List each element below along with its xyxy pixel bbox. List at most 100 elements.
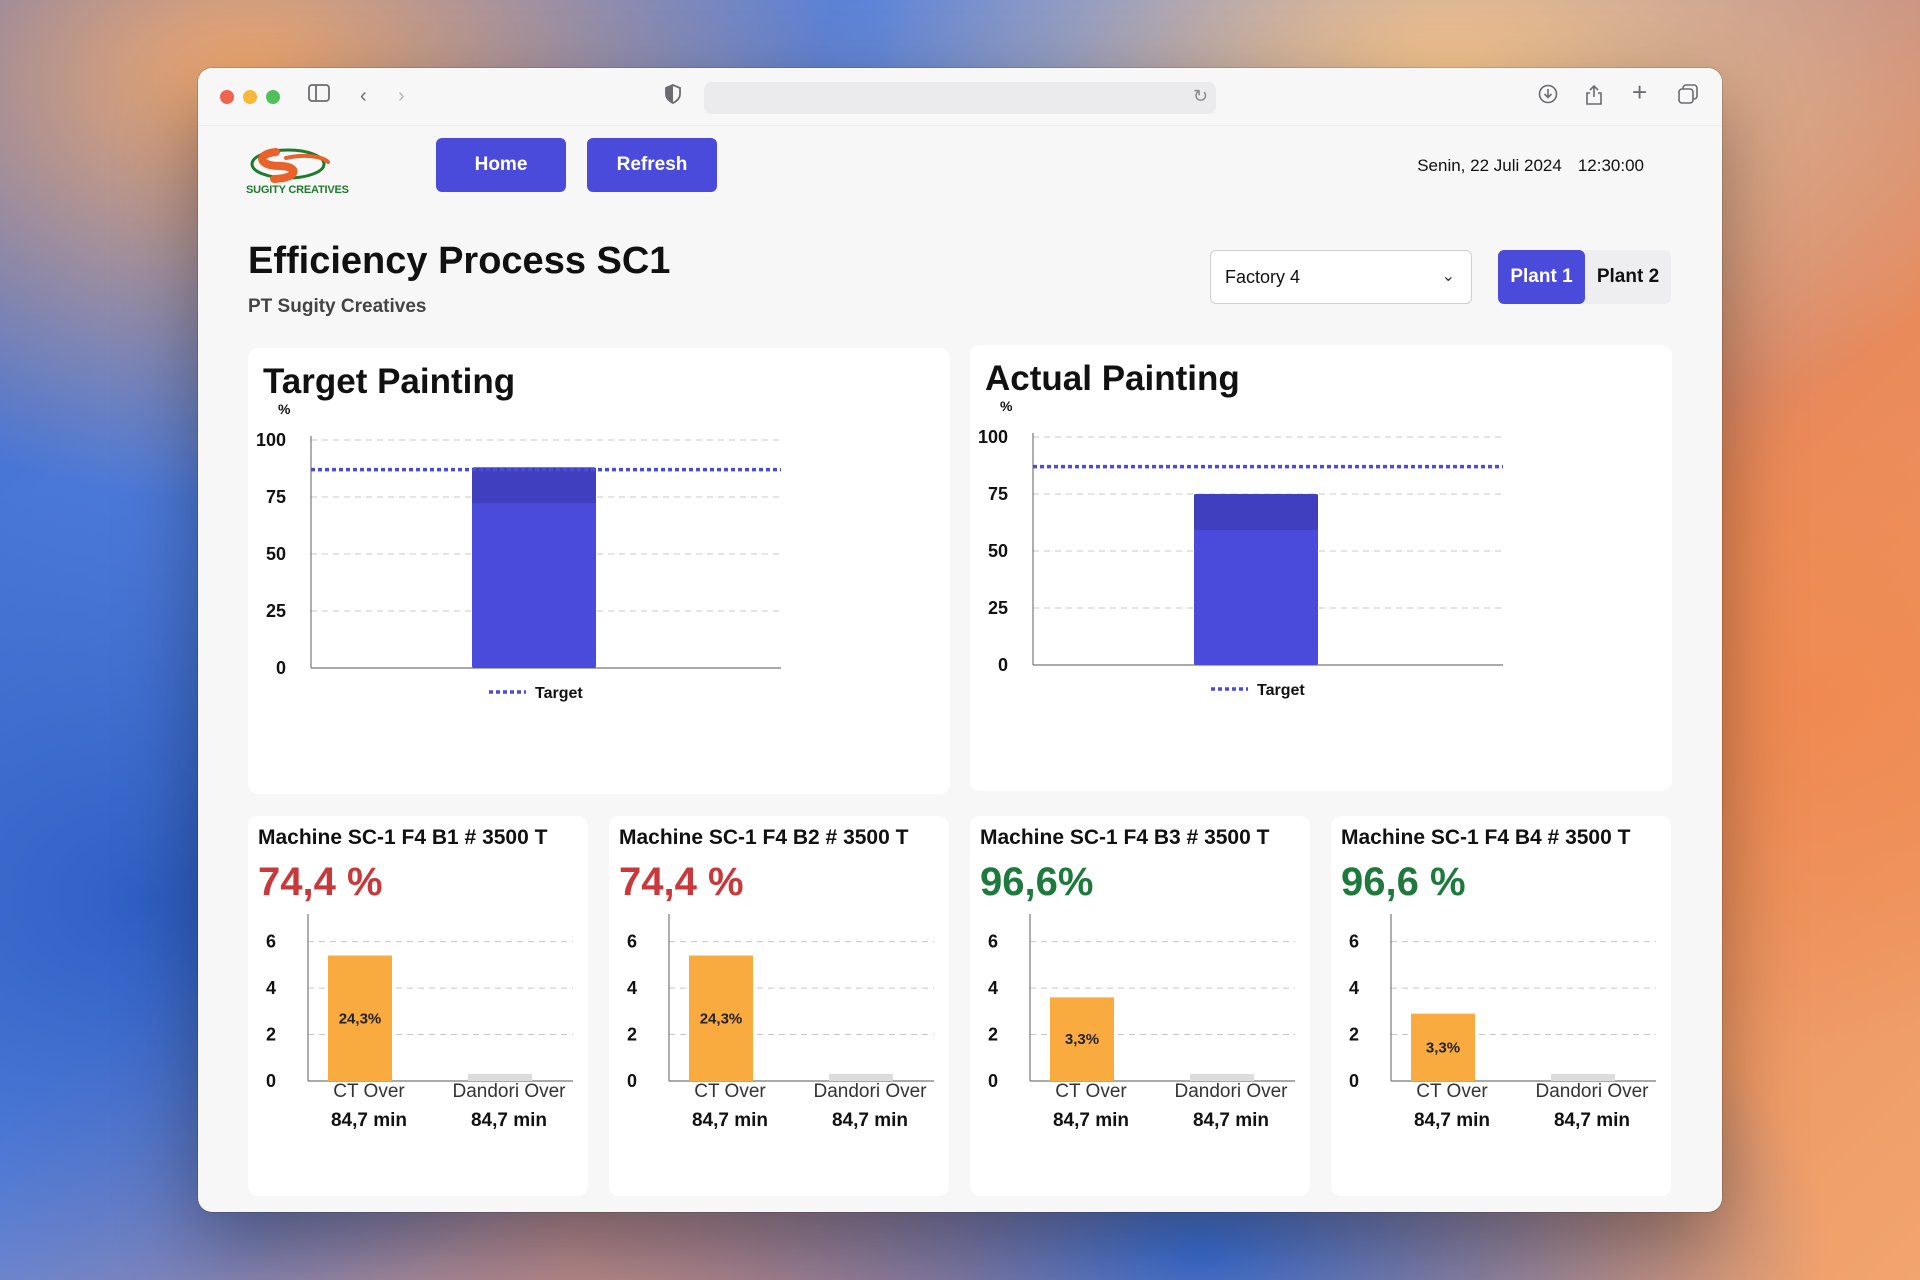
chevron-down-icon: ⌄ (1441, 268, 1455, 285)
ct-over-duration: 84,7 min (691, 1110, 769, 1131)
y-tick-label: 2 (266, 1025, 276, 1045)
y-tick-label: 50 (266, 544, 286, 564)
ct-over-label: CT Over (694, 1081, 766, 1102)
dandori-over-bar (1190, 1074, 1254, 1081)
bar-cap (1194, 494, 1318, 530)
machine-title: Machine SC-1 F4 B3 # 3500 T (980, 826, 1270, 849)
y-tick-label: 100 (256, 430, 286, 450)
ct-over-label: CT Over (1416, 1081, 1488, 1102)
y-axis-unit: % (1000, 398, 1013, 414)
y-tick-label: 0 (998, 655, 1008, 675)
machine-card-b1: Machine SC-1 F4 B1 # 3500 T 74,4 % 0 2 4 6 2… (248, 816, 588, 1196)
machine-title: Machine SC-1 F4 B1 # 3500 T (258, 826, 548, 849)
actual-painting-card: Actual Painting % 0 25 50 75 100 Target (970, 345, 1672, 791)
downloads-icon[interactable] (1538, 84, 1558, 110)
machine-chart-b2: 0 2 4 6 24,3% (627, 914, 934, 1091)
dandori-over-label: Dandori Over (813, 1081, 927, 1102)
back-icon[interactable]: ‹ (360, 85, 367, 107)
y-tick-label: 6 (266, 932, 276, 952)
dandori-over-duration: 84,7 min (831, 1110, 909, 1131)
ct-over-duration: 84,7 min (1413, 1110, 1491, 1131)
y-tick-label: 6 (988, 932, 998, 952)
dandori-over-bar (468, 1074, 532, 1081)
new-tab-icon[interactable]: + (1632, 77, 1648, 107)
y-tick-label: 25 (266, 601, 286, 621)
dandori-over-label: Dandori Over (452, 1081, 566, 1102)
plant-toggle: Plant 1 Plant 2 (1498, 250, 1671, 304)
machine-title: Machine SC-1 F4 B2 # 3500 T (619, 826, 909, 849)
machine-efficiency: 74,4 % (258, 860, 383, 904)
y-tick-label: 4 (266, 978, 276, 998)
y-tick-label: 6 (627, 932, 637, 952)
y-tick-label: 6 (1349, 932, 1359, 952)
page-subtitle: PT Sugity Creatives (248, 296, 427, 317)
dandori-over-label: Dandori Over (1535, 1081, 1649, 1102)
machine-efficiency: 96,6 % (1341, 860, 1466, 904)
share-icon[interactable] (1585, 84, 1603, 112)
y-tick-label: 75 (988, 484, 1008, 504)
current-date: Senin, 22 Juli 2024 (1417, 156, 1562, 175)
bar (472, 467, 596, 668)
y-tick-label: 100 (978, 427, 1008, 447)
zoom-window-button[interactable] (266, 90, 280, 104)
datetime: Senin, 22 Juli 2024 12:30:00 (1417, 156, 1644, 176)
ct-over-label: CT Over (333, 1081, 405, 1102)
y-tick-label: 50 (988, 541, 1008, 561)
y-tick-label: 2 (988, 1025, 998, 1045)
tab-overview-icon[interactable] (1678, 84, 1698, 110)
machine-chart-b3: 0 2 4 6 3,3% (988, 914, 1295, 1091)
browser-toolbar: ‹ › ↻ + (198, 68, 1722, 126)
logo-text: SUGITY CREATIVES (246, 184, 349, 196)
machine-efficiency: 74,4 % (619, 860, 744, 904)
sidebar-toggle-icon[interactable] (308, 84, 330, 108)
y-tick-label: 0 (276, 658, 286, 678)
ct-over-duration: 84,7 min (1052, 1110, 1130, 1131)
dandori-over-bar (829, 1074, 893, 1081)
close-window-button[interactable] (220, 90, 234, 104)
reload-icon[interactable]: ↻ (1192, 86, 1208, 106)
y-tick-label: 25 (988, 598, 1008, 618)
target-painting-chart: % 0 25 50 75 100 Target (256, 401, 781, 702)
ct-over-bar (1050, 997, 1114, 1081)
y-axis-unit: % (278, 401, 291, 417)
legend-target-label: Target (535, 685, 583, 702)
refresh-button[interactable]: Refresh (587, 138, 717, 192)
address-bar[interactable]: ↻ (704, 82, 1216, 114)
y-tick-label: 2 (627, 1025, 637, 1045)
dandori-over-label: Dandori Over (1174, 1081, 1288, 1102)
machine-chart-b1: 0 2 4 6 24,3% (266, 914, 573, 1091)
ct-over-label: CT Over (1055, 1081, 1127, 1102)
factory-select[interactable]: Factory 4 ⌄ (1210, 250, 1472, 304)
browser-window: ‹ › ↻ + SUGITY CREATIVES Home Refresh Se… (198, 68, 1722, 1212)
y-tick-label: 75 (266, 487, 286, 507)
home-button[interactable]: Home (436, 138, 566, 192)
plant-1-button[interactable]: Plant 1 (1498, 250, 1585, 304)
ct-over-bar (689, 955, 753, 1081)
machine-card-b2: Machine SC-1 F4 B2 # 3500 T 74,4 % 0 2 4 6 2… (609, 816, 949, 1196)
machine-title: Machine SC-1 F4 B4 # 3500 T (1341, 826, 1631, 849)
plant-2-button[interactable]: Plant 2 (1585, 250, 1671, 304)
forward-icon[interactable]: › (398, 85, 405, 107)
y-tick-label: 0 (1349, 1071, 1359, 1091)
minimize-window-button[interactable] (243, 90, 257, 104)
y-tick-label: 4 (627, 978, 637, 998)
ct-over-bar-label: 24,3% (700, 1010, 743, 1027)
machine-chart-b4: 0 2 4 6 3,3% (1349, 914, 1656, 1091)
y-tick-label: 2 (1349, 1025, 1359, 1045)
ct-over-bar (328, 955, 392, 1081)
actual-painting-chart: % 0 25 50 75 100 Target (978, 398, 1503, 699)
ct-over-bar-label: 3,3% (1065, 1031, 1099, 1048)
legend-target-label: Target (1257, 682, 1305, 699)
actual-painting-title: Actual Painting (985, 359, 1240, 398)
privacy-shield-icon[interactable] (664, 84, 682, 110)
company-logo: SUGITY CREATIVES (246, 144, 356, 200)
bar (1194, 494, 1318, 665)
current-time: 12:30:00 (1577, 156, 1644, 175)
ct-over-bar (1411, 1013, 1475, 1081)
y-tick-label: 0 (988, 1071, 998, 1091)
ct-over-bar-label: 3,3% (1426, 1039, 1460, 1056)
page-title: Efficiency Process SC1 (248, 240, 671, 282)
ct-over-duration: 84,7 min (330, 1110, 408, 1131)
bar-cap (472, 467, 596, 504)
target-painting-title: Target Painting (263, 362, 516, 401)
